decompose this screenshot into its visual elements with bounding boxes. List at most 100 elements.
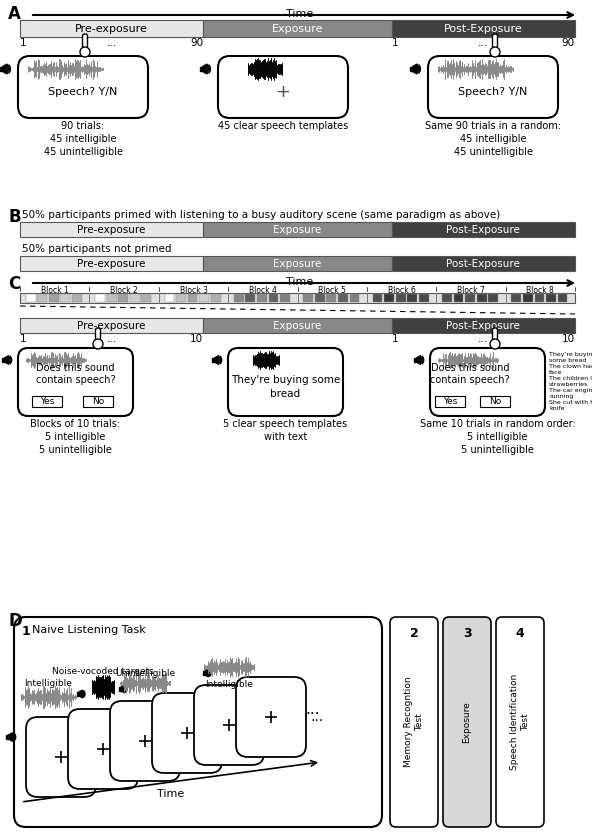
FancyBboxPatch shape xyxy=(95,328,101,340)
Bar xyxy=(396,294,406,302)
Text: 2: 2 xyxy=(410,627,419,640)
Text: Memory Recogntion
Test: Memory Recogntion Test xyxy=(404,676,424,767)
Bar xyxy=(77,692,79,696)
Text: 90 trials:
45 intelligible
45 unintelligible: 90 trials: 45 intelligible 45 unintellig… xyxy=(43,121,123,157)
FancyBboxPatch shape xyxy=(218,56,348,118)
Text: +: + xyxy=(275,83,291,101)
Bar xyxy=(26,294,36,302)
Text: 10: 10 xyxy=(190,334,203,344)
Bar xyxy=(442,294,452,302)
Text: 1: 1 xyxy=(20,38,27,48)
Text: Post-Exposure: Post-Exposure xyxy=(446,258,520,268)
Text: 90: 90 xyxy=(562,38,575,48)
Bar xyxy=(2,358,5,362)
Text: Exposure: Exposure xyxy=(272,23,323,33)
Text: Post-Exposure: Post-Exposure xyxy=(446,225,520,235)
Circle shape xyxy=(490,47,500,57)
FancyBboxPatch shape xyxy=(152,693,222,773)
FancyBboxPatch shape xyxy=(110,701,180,781)
Polygon shape xyxy=(79,691,82,698)
FancyBboxPatch shape xyxy=(82,34,88,48)
Text: Yes: Yes xyxy=(40,397,54,406)
Text: Blocks of 10 trials:
5 intelligible
5 unintelligible: Blocks of 10 trials: 5 intelligible 5 un… xyxy=(30,419,121,456)
Bar xyxy=(315,294,324,302)
Bar xyxy=(326,294,336,302)
FancyBboxPatch shape xyxy=(68,709,138,789)
Text: Exposure: Exposure xyxy=(274,225,321,235)
Bar xyxy=(419,294,429,302)
Bar xyxy=(338,294,348,302)
Text: Exposure: Exposure xyxy=(274,321,321,331)
Bar xyxy=(213,358,215,362)
Text: Noise-vocoded targets: Noise-vocoded targets xyxy=(52,667,154,676)
Bar xyxy=(211,294,221,302)
Bar xyxy=(303,294,313,302)
Bar xyxy=(20,20,203,37)
Bar xyxy=(453,294,464,302)
Text: 4: 4 xyxy=(516,627,525,640)
Polygon shape xyxy=(202,64,207,74)
Text: Speech? Y/N: Speech? Y/N xyxy=(458,87,527,97)
Bar xyxy=(0,67,2,72)
Polygon shape xyxy=(215,356,219,364)
Circle shape xyxy=(93,339,103,349)
FancyBboxPatch shape xyxy=(18,56,148,118)
Polygon shape xyxy=(2,64,7,74)
FancyBboxPatch shape xyxy=(14,617,382,827)
Text: Block 3: Block 3 xyxy=(179,286,207,295)
FancyBboxPatch shape xyxy=(428,56,558,118)
FancyBboxPatch shape xyxy=(493,34,497,48)
Text: C: C xyxy=(8,275,20,293)
Text: ...: ... xyxy=(311,710,324,724)
Text: Does this sound
contain speech?: Does this sound contain speech? xyxy=(430,363,510,385)
Bar xyxy=(20,318,203,333)
Bar xyxy=(435,396,465,407)
Bar xyxy=(37,294,47,302)
Text: 1: 1 xyxy=(392,334,398,344)
Text: Pre-exposure: Pre-exposure xyxy=(78,258,146,268)
Bar xyxy=(7,735,9,739)
Polygon shape xyxy=(5,356,9,364)
Bar xyxy=(280,294,290,302)
Text: Same 10 trials in random order:
5 intelligible
5 unintelligible: Same 10 trials in random order: 5 intell… xyxy=(420,419,575,456)
FancyBboxPatch shape xyxy=(390,617,438,827)
Bar xyxy=(32,396,62,407)
Text: Pre-exposure: Pre-exposure xyxy=(75,23,148,33)
Bar xyxy=(349,294,359,302)
Text: Block 4: Block 4 xyxy=(249,286,276,295)
Bar xyxy=(488,294,498,302)
Bar xyxy=(203,256,392,271)
Text: They're buying
some bread
The clown had a funny
face
The children like
strawberr: They're buying some bread The clown had … xyxy=(549,352,592,411)
Bar xyxy=(414,358,417,362)
Text: Exposure: Exposure xyxy=(462,701,471,743)
Bar xyxy=(269,294,278,302)
Bar xyxy=(200,294,209,302)
FancyBboxPatch shape xyxy=(496,617,544,827)
Bar xyxy=(477,294,487,302)
Text: Post-Exposure: Post-Exposure xyxy=(446,321,520,331)
Bar xyxy=(535,294,545,302)
Bar xyxy=(407,294,417,302)
Bar xyxy=(372,294,382,302)
Bar xyxy=(119,687,121,691)
Polygon shape xyxy=(413,64,417,74)
Text: Block 1: Block 1 xyxy=(41,286,69,295)
Text: Speech Identification
Test: Speech Identification Test xyxy=(510,674,530,771)
Bar xyxy=(410,67,413,72)
Text: Time: Time xyxy=(157,789,185,799)
Bar xyxy=(72,294,82,302)
FancyBboxPatch shape xyxy=(430,348,545,416)
Bar xyxy=(203,318,392,333)
Bar xyxy=(392,20,575,37)
Text: Time: Time xyxy=(287,277,314,287)
Polygon shape xyxy=(9,732,13,741)
Text: D: D xyxy=(8,612,22,630)
Bar xyxy=(107,294,117,302)
Bar xyxy=(392,222,575,237)
Text: 3: 3 xyxy=(463,627,471,640)
FancyBboxPatch shape xyxy=(26,717,96,797)
Bar xyxy=(465,294,475,302)
Text: Unintelligible: Unintelligible xyxy=(115,669,175,678)
Bar xyxy=(49,294,59,302)
Text: ...: ... xyxy=(478,38,488,48)
